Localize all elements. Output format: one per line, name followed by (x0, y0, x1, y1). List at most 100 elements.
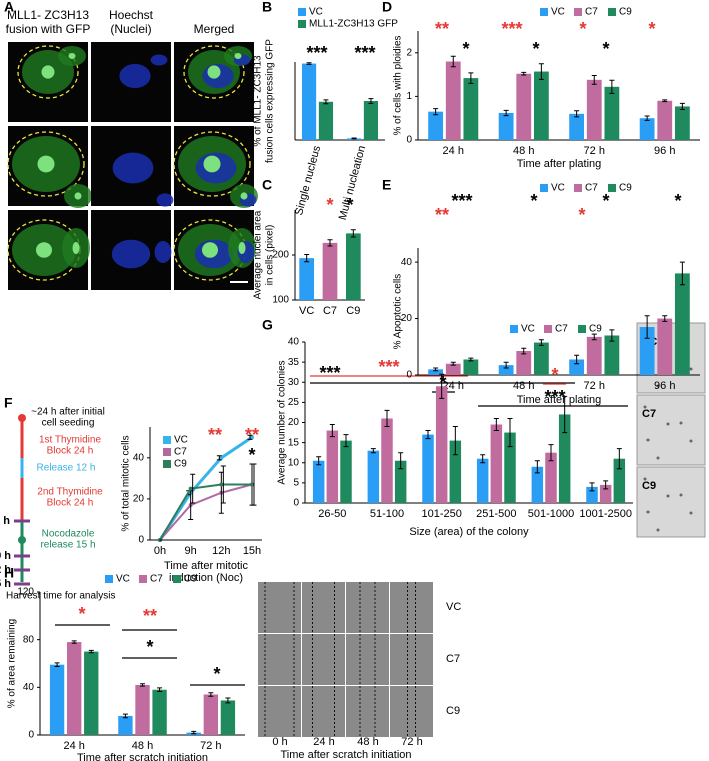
bar (599, 484, 612, 503)
bar (604, 86, 620, 140)
bar (322, 242, 338, 300)
error-bar (384, 409, 390, 428)
legend-label: C7 (555, 324, 568, 335)
error-bar (609, 79, 615, 94)
y-tick-label: 40 (23, 682, 35, 693)
error-bar (208, 692, 214, 697)
bar (586, 79, 602, 140)
bar (367, 450, 380, 503)
error-bar (370, 448, 376, 454)
panel-label: G (262, 317, 273, 333)
bar (531, 466, 544, 503)
error-bar (521, 71, 527, 76)
legend-label: C7 (150, 574, 163, 585)
error-bar (247, 434, 253, 440)
y-tick-label: 25 (288, 397, 300, 408)
error-bar (225, 697, 231, 704)
column-header: MLL1- ZC3H13 (7, 8, 89, 22)
panel-label: A (4, 0, 14, 15)
gfp-spot (202, 242, 218, 258)
scratch-image (346, 686, 389, 737)
colony-dot (666, 494, 670, 498)
scratch-image (258, 582, 301, 633)
error-bar (603, 480, 609, 490)
error-bar (591, 74, 597, 85)
legend-label: VC (521, 324, 535, 335)
y-tick-label: 30 (288, 377, 300, 388)
error-bar (220, 465, 226, 504)
bar (135, 684, 150, 735)
y-tick-label: 0 (28, 730, 34, 741)
legend-swatch (139, 575, 147, 583)
line (158, 436, 253, 541)
colony-dot (689, 439, 693, 443)
y-tick-label: 120 (17, 587, 34, 598)
error-bar (327, 239, 333, 247)
image-column-label: 72 h (401, 736, 422, 748)
timeline-text: release 15 h (40, 540, 95, 551)
legend-label: VC (551, 183, 565, 194)
x-tick-label: 72 h (584, 145, 605, 157)
error-bar (304, 254, 310, 263)
error-bar (450, 55, 456, 68)
bar (203, 694, 219, 735)
panel-label: E (382, 177, 391, 193)
bar (299, 258, 315, 300)
y-tick-label: 0 (406, 135, 412, 146)
error-bar (679, 102, 685, 110)
image-column-label: 24 h (313, 736, 334, 748)
image-row-label: C7 (446, 653, 460, 665)
line (159, 483, 252, 541)
error-bar (591, 333, 597, 341)
bar (498, 365, 514, 375)
error-bar (88, 649, 94, 654)
line (159, 483, 253, 541)
scratch-image (302, 686, 345, 737)
x-tick-label: 51-100 (370, 508, 404, 520)
bar (569, 113, 585, 140)
y-axis-label: Average nuclei area (253, 210, 264, 299)
bar (545, 452, 557, 503)
y-tick-label: 15 (288, 437, 300, 448)
point (250, 482, 254, 487)
nucleus (156, 193, 174, 207)
bar (657, 100, 673, 140)
error-bar (368, 98, 374, 104)
x-tick-label: 48 h (132, 740, 153, 752)
error-bar (589, 482, 595, 492)
gfp-spot (36, 242, 52, 258)
annotation: *** (378, 357, 399, 377)
error-bar (157, 687, 163, 693)
bar (49, 664, 65, 735)
nucleus (154, 241, 172, 263)
colony-image (636, 466, 706, 538)
y-tick-label: 1 (406, 91, 412, 102)
x-axis-label: Time after mitotic (164, 560, 248, 572)
panel-label: F (4, 395, 13, 411)
colony-dot (643, 477, 647, 481)
error-bar (534, 460, 540, 474)
column-header: Hoechst (109, 8, 154, 22)
annotation: * (648, 19, 655, 39)
bar (220, 700, 236, 735)
timeline-text: 9 h (0, 550, 11, 562)
error-bar (350, 229, 356, 238)
error-bar (190, 473, 196, 504)
x-tick-label: VC (299, 305, 314, 317)
y-tick-label: 200 (272, 250, 289, 261)
legend-swatch (163, 460, 171, 468)
bar (586, 486, 598, 503)
x-tick-label: 12h (212, 545, 230, 557)
colony-dot (689, 511, 693, 515)
timeline-text: Block 24 h (47, 446, 94, 457)
annotation: *** (451, 191, 472, 211)
error-bar (216, 455, 222, 461)
error-bar (679, 261, 685, 286)
bar (428, 111, 444, 140)
bar (498, 112, 514, 140)
scratch-image (258, 686, 301, 737)
error-bar (616, 448, 622, 470)
error-bar (54, 662, 60, 667)
error-bar (316, 456, 322, 466)
